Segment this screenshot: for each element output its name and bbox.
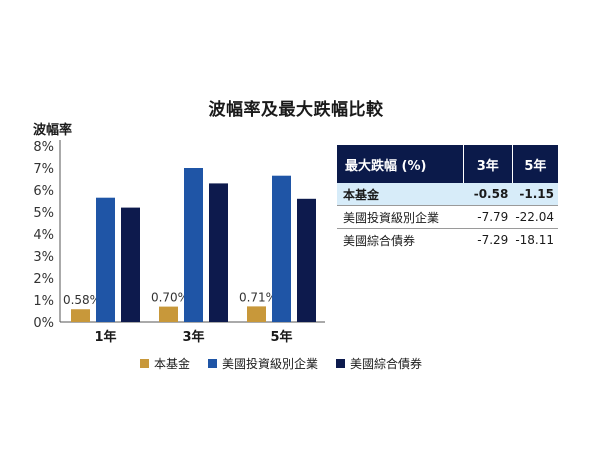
table-row: 本基金 -0.58 -1.15 xyxy=(337,183,558,206)
bar-agg xyxy=(209,183,228,322)
table-cell-5y: -1.15 xyxy=(512,183,558,206)
y-tick-label: 4% xyxy=(33,228,54,243)
chart-title: 波幅率及最大跌幅比較 xyxy=(208,100,384,120)
bar-ig xyxy=(96,197,115,322)
legend-swatch-fund xyxy=(140,359,149,368)
legend-label-agg: 美國綜合債券 xyxy=(350,357,423,371)
y-tick-label: 1% xyxy=(33,294,54,309)
table-cell-name: 美國投資級別企業 xyxy=(337,205,464,229)
legend-item-ig: 美國投資級別企業 xyxy=(208,355,318,372)
table-header-5y: 5年 xyxy=(511,145,558,183)
x-tick-label: 5年 xyxy=(270,329,292,345)
legend-item-agg: 美國綜合債券 xyxy=(336,355,422,372)
table-header-label: 最大跌幅 (%) xyxy=(337,145,464,183)
legend-label-fund: 本基金 xyxy=(154,357,191,371)
y-tick-label: 5% xyxy=(33,206,54,221)
table-cell-5y: -18.11 xyxy=(515,233,554,247)
table-cell-5y: -22.04 xyxy=(512,205,558,229)
bar-fund xyxy=(71,309,90,322)
bar-ig xyxy=(272,175,291,322)
data-label: 0.71% xyxy=(239,290,277,304)
table-cell-3y: -7.29 xyxy=(477,233,509,247)
bar-agg xyxy=(121,207,140,322)
table-row: 美國投資級別企業 -7.79 -22.04 xyxy=(337,205,558,229)
bar-ig xyxy=(184,168,203,322)
table-header-3y: 3年 xyxy=(462,145,513,183)
y-axis-label: 波幅率 xyxy=(33,122,72,138)
y-tick-label: 2% xyxy=(33,272,54,287)
legend-item-fund: 本基金 xyxy=(140,355,190,372)
table-row: 美國綜合債券 -7.29 -18.11 xyxy=(337,229,558,252)
y-tick-label: 8% xyxy=(33,140,54,155)
bar-fund xyxy=(159,306,178,322)
bar-agg xyxy=(297,198,316,322)
x-tick-label: 1年 xyxy=(94,329,116,345)
bar-fund xyxy=(247,306,266,322)
data-label: 0.58% xyxy=(63,293,101,307)
table-cell-name: 美國綜合債券 xyxy=(343,233,416,248)
table-cell-3y: -0.58 xyxy=(463,183,513,206)
y-tick-label: 6% xyxy=(33,184,54,199)
table-header-row: 最大跌幅 (%) 3年 5年 xyxy=(337,145,558,183)
table-cell-name: 本基金 xyxy=(337,183,464,206)
x-tick-label: 3年 xyxy=(182,329,204,345)
legend: 本基金 美國投資級別企業 美國綜合債券 xyxy=(140,355,422,372)
max-drawdown-table: 最大跌幅 (%) 3年 5年 本基金 -0.58 -1.15 美國投資級別企業 … xyxy=(337,145,558,251)
y-tick-label: 0% xyxy=(33,316,54,331)
legend-swatch-ig xyxy=(208,359,218,368)
legend-label-ig: 美國投資級別企業 xyxy=(222,357,319,371)
legend-swatch-agg xyxy=(336,359,346,368)
data-label: 0.70% xyxy=(151,291,189,305)
y-tick-label: 7% xyxy=(33,162,54,177)
y-tick-label: 3% xyxy=(33,250,54,265)
table-cell-3y: -7.79 xyxy=(463,205,513,229)
